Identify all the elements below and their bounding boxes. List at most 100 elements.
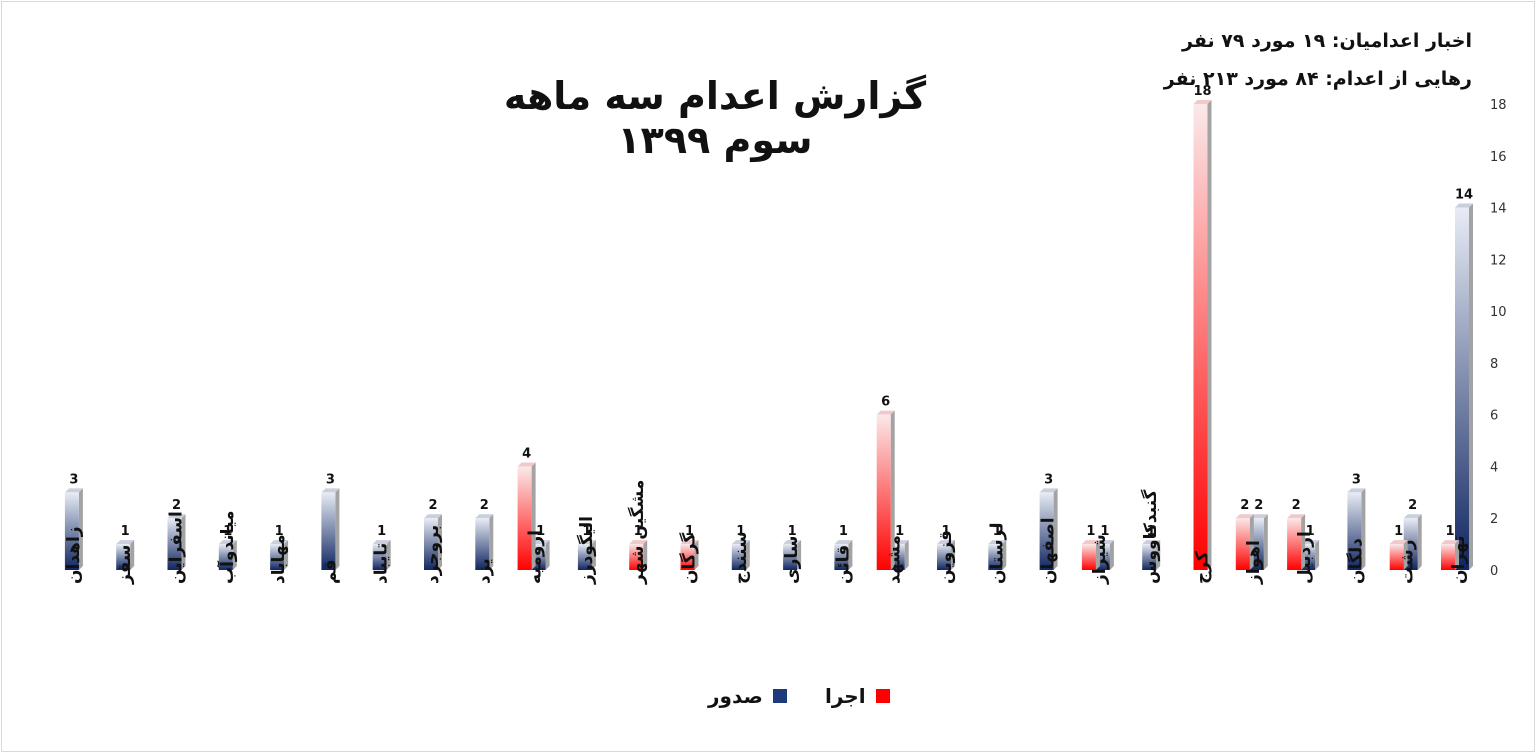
x-category-label: دلگان [1345, 538, 1366, 584]
bar-top-face [270, 540, 289, 545]
x-category-label: اهواز [1244, 540, 1264, 585]
bar-executed [1235, 518, 1250, 570]
bar-issued [116, 544, 131, 570]
bar-top-face [1455, 203, 1473, 208]
bar-value-label: 1 [1445, 524, 1454, 539]
bar-value-label: 2 [1292, 498, 1301, 513]
x-category-label: کرج [1193, 551, 1213, 584]
bar-executed [1441, 544, 1455, 570]
bar-side-face [78, 488, 83, 570]
bar-issued [834, 544, 849, 570]
bar-side-face [951, 540, 955, 570]
y-tick-label: 4 [1490, 460, 1498, 475]
freed-from-execution-stat: رهایی از اعدام: ۸۴ مورد ۲۱۳ نفر [1163, 68, 1472, 90]
bar-side-face [1002, 540, 1007, 570]
legend-item-executed: اجرا [825, 684, 890, 708]
x-category-label: رشت [1398, 539, 1418, 584]
bar-side-face [1053, 488, 1058, 570]
y-tick-label: 16 [1490, 150, 1507, 165]
y-tick-label: 8 [1490, 357, 1498, 372]
bars [64, 100, 1473, 571]
bar-issued [424, 518, 438, 570]
x-category-label: بروجرد [423, 525, 443, 584]
bar-executed [1389, 544, 1404, 570]
bar-top-face [1441, 540, 1459, 545]
x-category-label: اصفهان [1039, 517, 1059, 584]
bar-side-face [797, 540, 802, 570]
bar-issued [475, 518, 490, 570]
bar-top-face [424, 514, 442, 519]
y-tick-label: 0 [1490, 564, 1498, 579]
bar-side-face [1455, 540, 1459, 570]
bar-top-face [116, 540, 135, 545]
bar-top-face [1235, 514, 1254, 519]
bar-side-face [591, 540, 596, 570]
bar-value-label: 1 [839, 524, 848, 539]
bar-top-face [64, 488, 83, 493]
legend-item-issued: صدور [708, 684, 787, 708]
bar-top-face [680, 540, 699, 545]
x-category-label: گنبدکاووس [1140, 489, 1161, 584]
bar-value-label: 2 [1408, 498, 1417, 513]
bar-side-face [1315, 540, 1320, 570]
bar-top-face [629, 540, 648, 545]
bar-top-face [1403, 514, 1422, 519]
x-category-label: گرگان [679, 533, 700, 584]
y-tick-label: 6 [1490, 409, 1498, 424]
y-tick-label: 14 [1490, 202, 1507, 217]
bar-top-face [1347, 488, 1366, 493]
bar-value-label: 1 [1394, 524, 1403, 539]
bar-side-face [545, 540, 550, 570]
bar-executed [1081, 544, 1096, 570]
bar-side-face [1301, 514, 1306, 570]
bar-value-label: 18 [1193, 84, 1211, 99]
executions-news-stat: اخبار اعدامیان: ۱۹ مورد ۷۹ نفر [1182, 30, 1472, 52]
bar-value-label: 4 [522, 446, 531, 461]
bar-value-label: 2 [428, 498, 437, 513]
bar-value-label: 1 [1147, 524, 1156, 539]
bar-top-face [1081, 540, 1100, 545]
bar-top-face [783, 540, 802, 545]
bar-value-label: 1 [1086, 524, 1095, 539]
bar-value-label: 2 [172, 498, 181, 513]
y-tick-label: 18 [1490, 98, 1507, 113]
bar-side-face [745, 540, 750, 570]
bar-issued [783, 544, 798, 570]
bar-top-face [988, 540, 1007, 545]
bar-issued [1142, 544, 1157, 570]
bar-top-face [1301, 540, 1320, 545]
x-category-label: تهران [1449, 535, 1469, 584]
bar-top-face [1287, 514, 1306, 519]
x-category-label: مهاباد [269, 534, 289, 584]
bar-value-label: 2 [480, 498, 489, 513]
bar-issued [577, 544, 592, 570]
bar-side-face [1156, 540, 1161, 570]
bar-executed [1287, 518, 1302, 570]
bar-side-face [232, 540, 237, 570]
bar-top-face [1389, 540, 1408, 545]
bar-value-label: 6 [881, 395, 890, 410]
bar-top-face [1095, 540, 1114, 545]
bar-side-face [386, 540, 391, 570]
legend-swatch-executed [875, 689, 890, 703]
bar-side-face [1207, 100, 1212, 570]
x-category-label: سنندج [731, 531, 751, 584]
x-category-label: اسفراین [167, 511, 187, 584]
bar-side-face [1095, 540, 1100, 570]
bar-executed [876, 414, 891, 570]
legend-swatch-issued [772, 689, 787, 703]
bar-side-face [1361, 488, 1366, 570]
bar-top-face [1142, 540, 1161, 545]
y-tick-label: 12 [1490, 253, 1507, 268]
bar-side-face [643, 540, 648, 570]
bar-value-label: 1 [275, 524, 284, 539]
bar-value-label: 1 [685, 524, 694, 539]
x-category-label: قم [320, 560, 340, 584]
x-category-label: میاندوآب [216, 510, 238, 584]
x-category-label: لرستان [987, 522, 1007, 584]
bar-value-label: 1 [788, 524, 797, 539]
bar-side-face [1263, 514, 1268, 570]
bar-value-label: 2 [1240, 498, 1249, 513]
bar-side-face [848, 540, 853, 570]
bar-side-face [1249, 514, 1254, 570]
